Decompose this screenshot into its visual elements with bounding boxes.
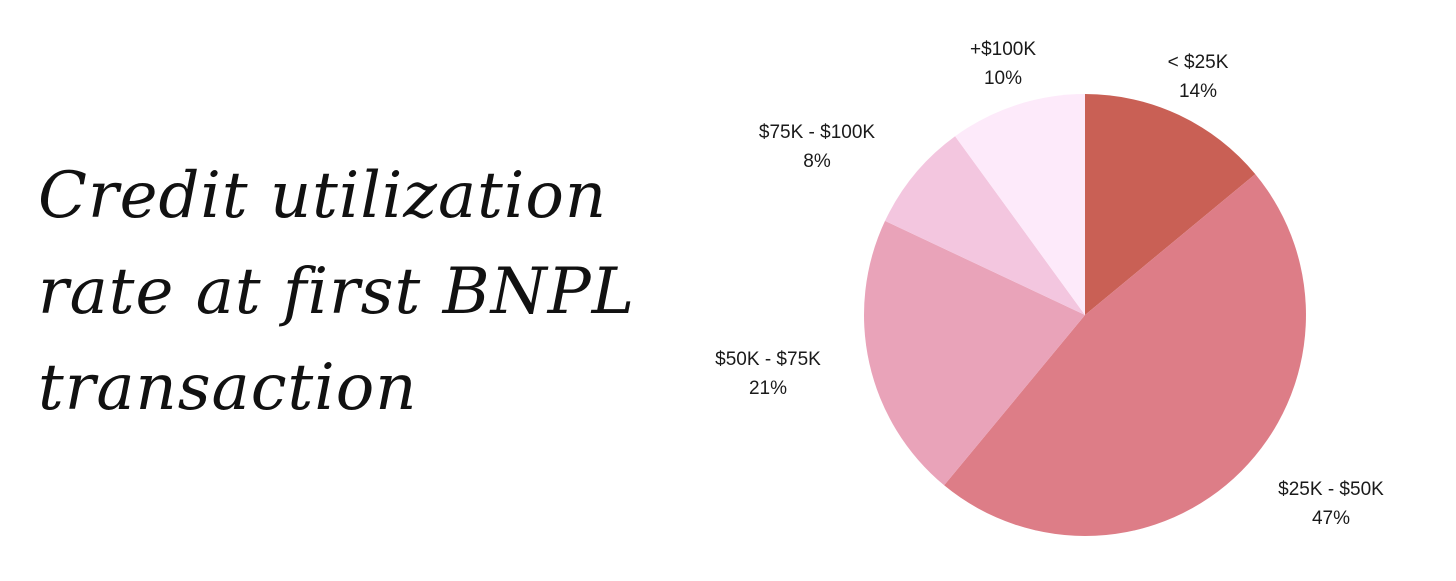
chart-title-line-1: Credit utilization <box>38 159 608 233</box>
slice-percent-4: 10% <box>984 68 1022 89</box>
slice-percent-2: 21% <box>749 378 787 399</box>
pie-slice-2 <box>863 220 1085 486</box>
slice-percent-0: 14% <box>1179 81 1217 102</box>
pie-labels: < $25K 14% $25K - $50K 47% $50K - $75K 21% $75… <box>715 39 1384 529</box>
slice-percent-3: 8% <box>803 151 831 172</box>
chart-title-line-3: transaction <box>38 351 418 425</box>
slice-label-4: +$100K <box>970 39 1036 60</box>
pie-slice-1 <box>944 174 1306 536</box>
chart-title-line-2: rate at first BNPL <box>38 255 636 329</box>
chart-title: Credit utilization rate at first BNPL tr… <box>38 148 636 436</box>
pie-slice-4 <box>955 94 1085 315</box>
slice-label-2: $50K - $75K <box>715 349 821 370</box>
pie-slice-0 <box>1085 94 1256 315</box>
pie-slices <box>863 94 1306 536</box>
slice-label-1: $25K - $50K <box>1278 479 1384 500</box>
pie-slice-3 <box>885 136 1085 315</box>
slice-percent-1: 47% <box>1312 508 1350 529</box>
slice-label-3: $75K - $100K <box>759 122 876 143</box>
slice-label-0: < $25K <box>1168 52 1229 73</box>
